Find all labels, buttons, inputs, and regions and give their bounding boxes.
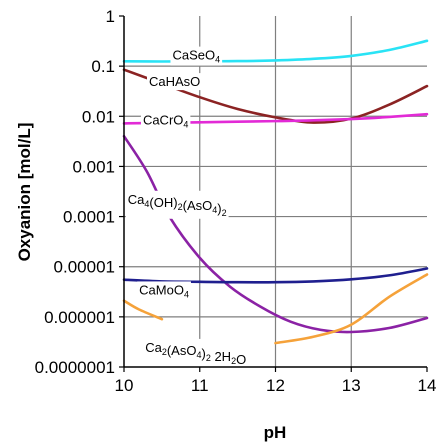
series-label-caseo4: CaSeO4 <box>170 46 223 66</box>
y-tick-label: 0.1 <box>91 57 115 76</box>
label-background <box>143 338 249 368</box>
series-label-text: CaSeO4 <box>172 48 220 65</box>
label-background <box>137 281 191 301</box>
series-label-text: CaMoO4 <box>139 282 189 299</box>
series-label-text: Ca4(OH)2(AsO4)2 <box>128 192 227 218</box>
series-line-ca2-aso4-2-2h2o <box>122 299 164 321</box>
series-label-text: Ca2(AsO4)2 2H2O <box>145 340 246 367</box>
x-tick-label: 13 <box>342 376 361 395</box>
series-label-ca2-aso4-2-2h2o: Ca2(AsO4)2 2H2O <box>143 338 249 368</box>
x-axis-title: pH <box>264 423 287 442</box>
label-background <box>125 190 229 219</box>
y-tick-label: 0.000001 <box>44 308 115 327</box>
x-tick-label: 11 <box>191 376 209 395</box>
label-background <box>146 73 203 91</box>
series-label-text: CaCrO4 <box>143 113 188 130</box>
y-tick-label: 0.001 <box>72 157 115 176</box>
y-tick-label: 0.0000001 <box>35 358 115 377</box>
series-label-camoo4: CaMoO4 <box>137 281 191 301</box>
y-tick-label: 0.01 <box>82 107 115 126</box>
series-labels: CaSeO4 CaHAsO CaCrO4 Ca4(OH)2(AsO4)2 CaMoO4 C… <box>125 46 249 368</box>
x-tick-label: 12 <box>266 376 285 395</box>
label-background <box>140 111 191 131</box>
x-tick-label: 10 <box>115 376 134 395</box>
series-label-text: CaHAsO <box>149 74 200 89</box>
series-label-cahaso: CaHAsO <box>146 73 203 91</box>
y-axis-title: Oxyanion [mol/L] <box>15 123 34 262</box>
y-tick-label: 1 <box>106 7 115 26</box>
series-label-ca4-oh-2-aso4-2: Ca4(OH)2(AsO4)2 <box>125 190 229 219</box>
tick-labels: 1 0.1 0.01 0.001 0.0001 0.00001 0.000001 0.0000… <box>35 7 437 395</box>
series-label-cacro4: CaCrO4 <box>140 111 191 131</box>
label-background <box>170 46 223 66</box>
y-tick-label: 0.00001 <box>54 258 115 277</box>
series-line-ca2-aso4-2-2h2o <box>274 273 429 345</box>
y-tick-label: 0.0001 <box>63 208 115 227</box>
x-tick-label: 14 <box>418 376 437 395</box>
